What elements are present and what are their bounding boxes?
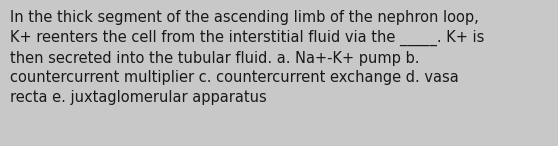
Text: In the thick segment of the ascending limb of the nephron loop,
K+ reenters the : In the thick segment of the ascending li… [10, 10, 484, 105]
